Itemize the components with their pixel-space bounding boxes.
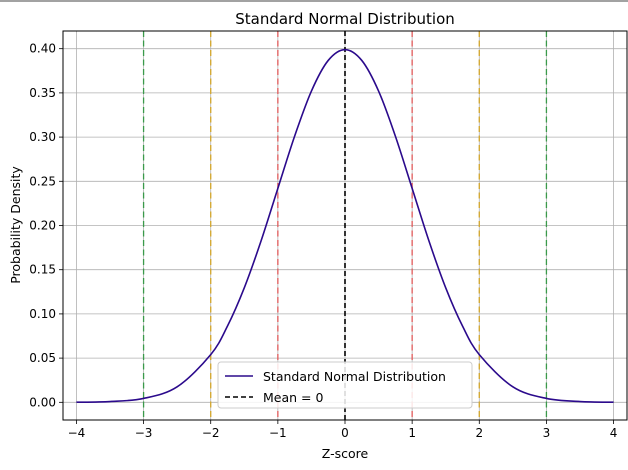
x-tick-label-8: 4	[610, 426, 618, 440]
y-tick-label-5: 0.25	[29, 174, 56, 188]
x-tick-label-4: 0	[341, 426, 349, 440]
y-tick-label-1: 0.05	[29, 351, 56, 365]
series	[76, 48, 614, 404]
y-tick-label-2: 0.10	[29, 307, 56, 321]
y-tick-label-3: 0.15	[29, 263, 56, 277]
x-tick-label-7: 3	[543, 426, 551, 440]
legend-label-normal: Standard Normal Distribution	[263, 369, 446, 384]
x-tick-label-1: −3	[135, 426, 153, 440]
y-axis-label: Probability Density	[8, 166, 23, 284]
y-tick-label-0: 0.00	[29, 395, 56, 409]
legend-box	[217, 361, 473, 409]
y-tick-label-6: 0.30	[29, 130, 56, 144]
y-tick-label-8: 0.40	[29, 42, 56, 56]
x-tick-label-6: 2	[475, 426, 483, 440]
y-tick-label-4: 0.20	[29, 219, 56, 233]
legend-label-mean: Mean = 0	[263, 390, 323, 405]
axis-ticks: −4 −3 −2 −1 0 1 2 3 4 0.00 0.05 0.10 0.15 0.20 0.25 0.3…	[29, 42, 617, 440]
x-tick-label-0: −4	[68, 426, 86, 440]
series-line-0	[76, 48, 614, 404]
legend: Standard Normal Distribution Mean = 0	[217, 361, 473, 409]
chart-title: Standard Normal Distribution	[235, 10, 455, 28]
x-tick-label-3: −1	[269, 426, 287, 440]
y-tick-label-7: 0.35	[29, 86, 56, 100]
x-axis-label: Z-score	[322, 446, 369, 461]
x-tick-label-5: 1	[408, 426, 416, 440]
x-tick-label-2: −2	[202, 426, 220, 440]
